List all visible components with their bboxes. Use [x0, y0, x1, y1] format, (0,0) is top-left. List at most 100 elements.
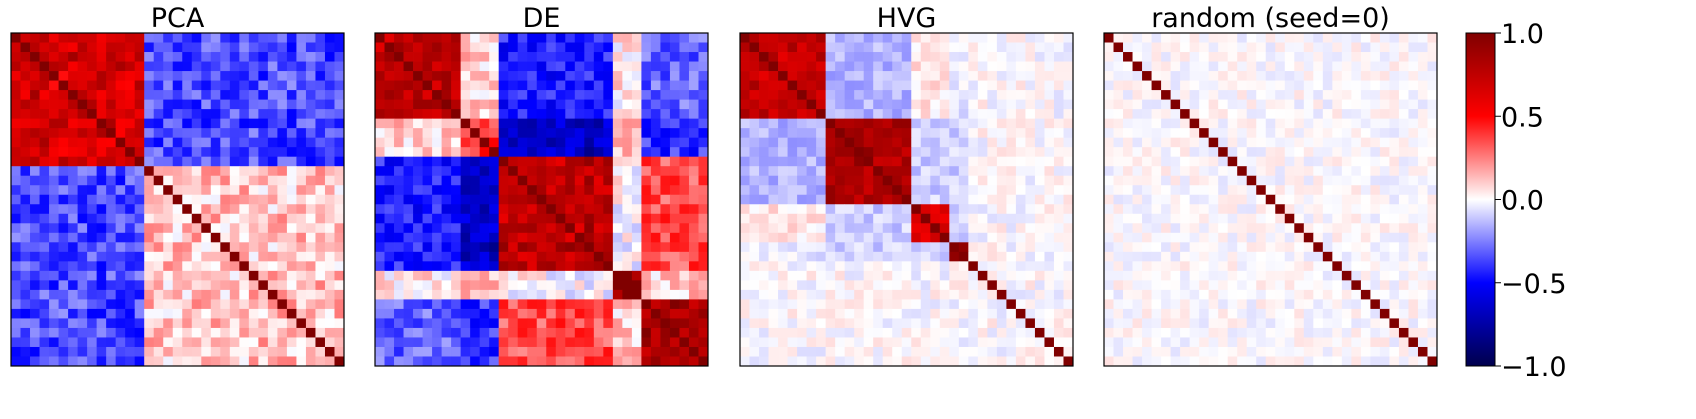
- heatmap-cell: [470, 327, 481, 338]
- heatmap-cell: [603, 308, 614, 319]
- heatmap-cell: [1398, 318, 1409, 329]
- heatmap-cell: [968, 137, 979, 148]
- heatmap-cell: [679, 33, 690, 43]
- heatmap-cell: [778, 270, 788, 281]
- heatmap-cell: [835, 175, 846, 186]
- heatmap-cell: [1265, 147, 1276, 158]
- heatmap-cell: [1227, 61, 1238, 72]
- heatmap-cell: [163, 356, 174, 367]
- heatmap-cell: [1189, 204, 1200, 215]
- heatmap-cell: [1123, 327, 1133, 338]
- heatmap-cell: [77, 251, 88, 262]
- heatmap-cell: [1104, 137, 1114, 148]
- heatmap-cell: [1180, 346, 1191, 357]
- heatmap-cell: [305, 166, 316, 177]
- heatmap-cell: [1427, 90, 1438, 100]
- heatmap-cell: [641, 213, 652, 224]
- heatmap-cell: [911, 80, 922, 91]
- heatmap-cell: [315, 80, 326, 91]
- heatmap-cell: [641, 166, 652, 177]
- heatmap-cell: [144, 346, 155, 357]
- heatmap-cell: [546, 356, 557, 367]
- heatmap-cell: [1113, 308, 1124, 319]
- heatmap-cell: [77, 166, 88, 177]
- heatmap-cell: [1189, 261, 1200, 272]
- heatmap-cell: [949, 156, 960, 167]
- heatmap-cell: [797, 204, 807, 215]
- heatmap-cell: [1180, 308, 1191, 319]
- heatmap-cell: [296, 61, 307, 72]
- heatmap-cell: [210, 204, 221, 215]
- heatmap-cell: [1360, 289, 1371, 300]
- heatmap-cell: [1275, 223, 1286, 234]
- heatmap-cell: [987, 52, 998, 62]
- heatmap-cell: [277, 299, 288, 310]
- heatmap-cell: [1053, 346, 1064, 357]
- heatmap-cell: [768, 137, 779, 148]
- heatmap-cell: [1199, 356, 1210, 367]
- heatmap-cell: [324, 327, 335, 338]
- heatmap-cell: [1208, 308, 1219, 319]
- heatmap-cell: [403, 175, 414, 186]
- heatmap-cell: [68, 299, 78, 310]
- heatmap-cell: [1275, 242, 1286, 253]
- heatmap-cell: [1170, 337, 1181, 348]
- heatmap-cell: [1427, 327, 1438, 338]
- heatmap-cell: [1132, 204, 1143, 215]
- heatmap-cell: [816, 185, 827, 196]
- heatmap-cell: [669, 223, 680, 234]
- heatmap-cell: [58, 346, 69, 357]
- heatmap-cell: [11, 337, 21, 348]
- heatmap-cell: [892, 204, 903, 215]
- heatmap-cell: [68, 166, 78, 177]
- heatmap-cell: [134, 80, 145, 91]
- heatmap-cell: [1142, 128, 1152, 139]
- heatmap-cell: [1063, 242, 1074, 253]
- heatmap-cell: [30, 71, 40, 81]
- heatmap-cell: [603, 166, 614, 177]
- heatmap-cell: [498, 90, 509, 100]
- heatmap-cell: [517, 80, 528, 91]
- heatmap-cell: [882, 156, 893, 167]
- heatmap-cell: [1142, 90, 1152, 100]
- heatmap-cell: [305, 109, 316, 120]
- heatmap-cell: [892, 175, 903, 186]
- heatmap-cell: [787, 175, 798, 186]
- heatmap-cell: [1132, 128, 1143, 139]
- heatmap-cell: [555, 42, 566, 53]
- heatmap-cell: [11, 33, 21, 43]
- heatmap-cell: [1208, 251, 1219, 262]
- heatmap-cell: [527, 318, 538, 329]
- heatmap-cell: [1189, 194, 1200, 205]
- heatmap-cell: [641, 42, 652, 53]
- heatmap-cell: [835, 251, 846, 262]
- heatmap-cell: [679, 213, 690, 224]
- heatmap-cell: [1170, 33, 1181, 43]
- heatmap-cell: [977, 337, 988, 348]
- heatmap-cell: [182, 270, 193, 281]
- heatmap-cell: [816, 156, 827, 167]
- heatmap-cell: [603, 356, 614, 367]
- heatmap-cell: [816, 42, 827, 53]
- heatmap-cell: [825, 147, 836, 158]
- heatmap-cell: [1151, 118, 1162, 129]
- heatmap-cell: [296, 356, 307, 367]
- heatmap-cell: [20, 118, 31, 129]
- heatmap-cell: [1025, 251, 1036, 262]
- heatmap-cell: [1417, 156, 1428, 167]
- heatmap-cell: [1398, 261, 1409, 272]
- heatmap-cell: [96, 299, 107, 310]
- heatmap-cell: [816, 33, 827, 43]
- heatmap-cell: [87, 99, 98, 110]
- heatmap-cell: [1398, 33, 1409, 43]
- heatmap-cell: [1006, 289, 1017, 300]
- heatmap-cell: [1161, 213, 1171, 224]
- heatmap-cell: [650, 109, 661, 120]
- heatmap-cell: [920, 251, 931, 262]
- heatmap-cell: [296, 90, 307, 100]
- heatmap-cell: [641, 52, 652, 62]
- heatmap-cell: [1351, 80, 1362, 91]
- heatmap-cell: [844, 346, 855, 357]
- heatmap-cell: [641, 242, 652, 253]
- heatmap-cell: [854, 318, 865, 329]
